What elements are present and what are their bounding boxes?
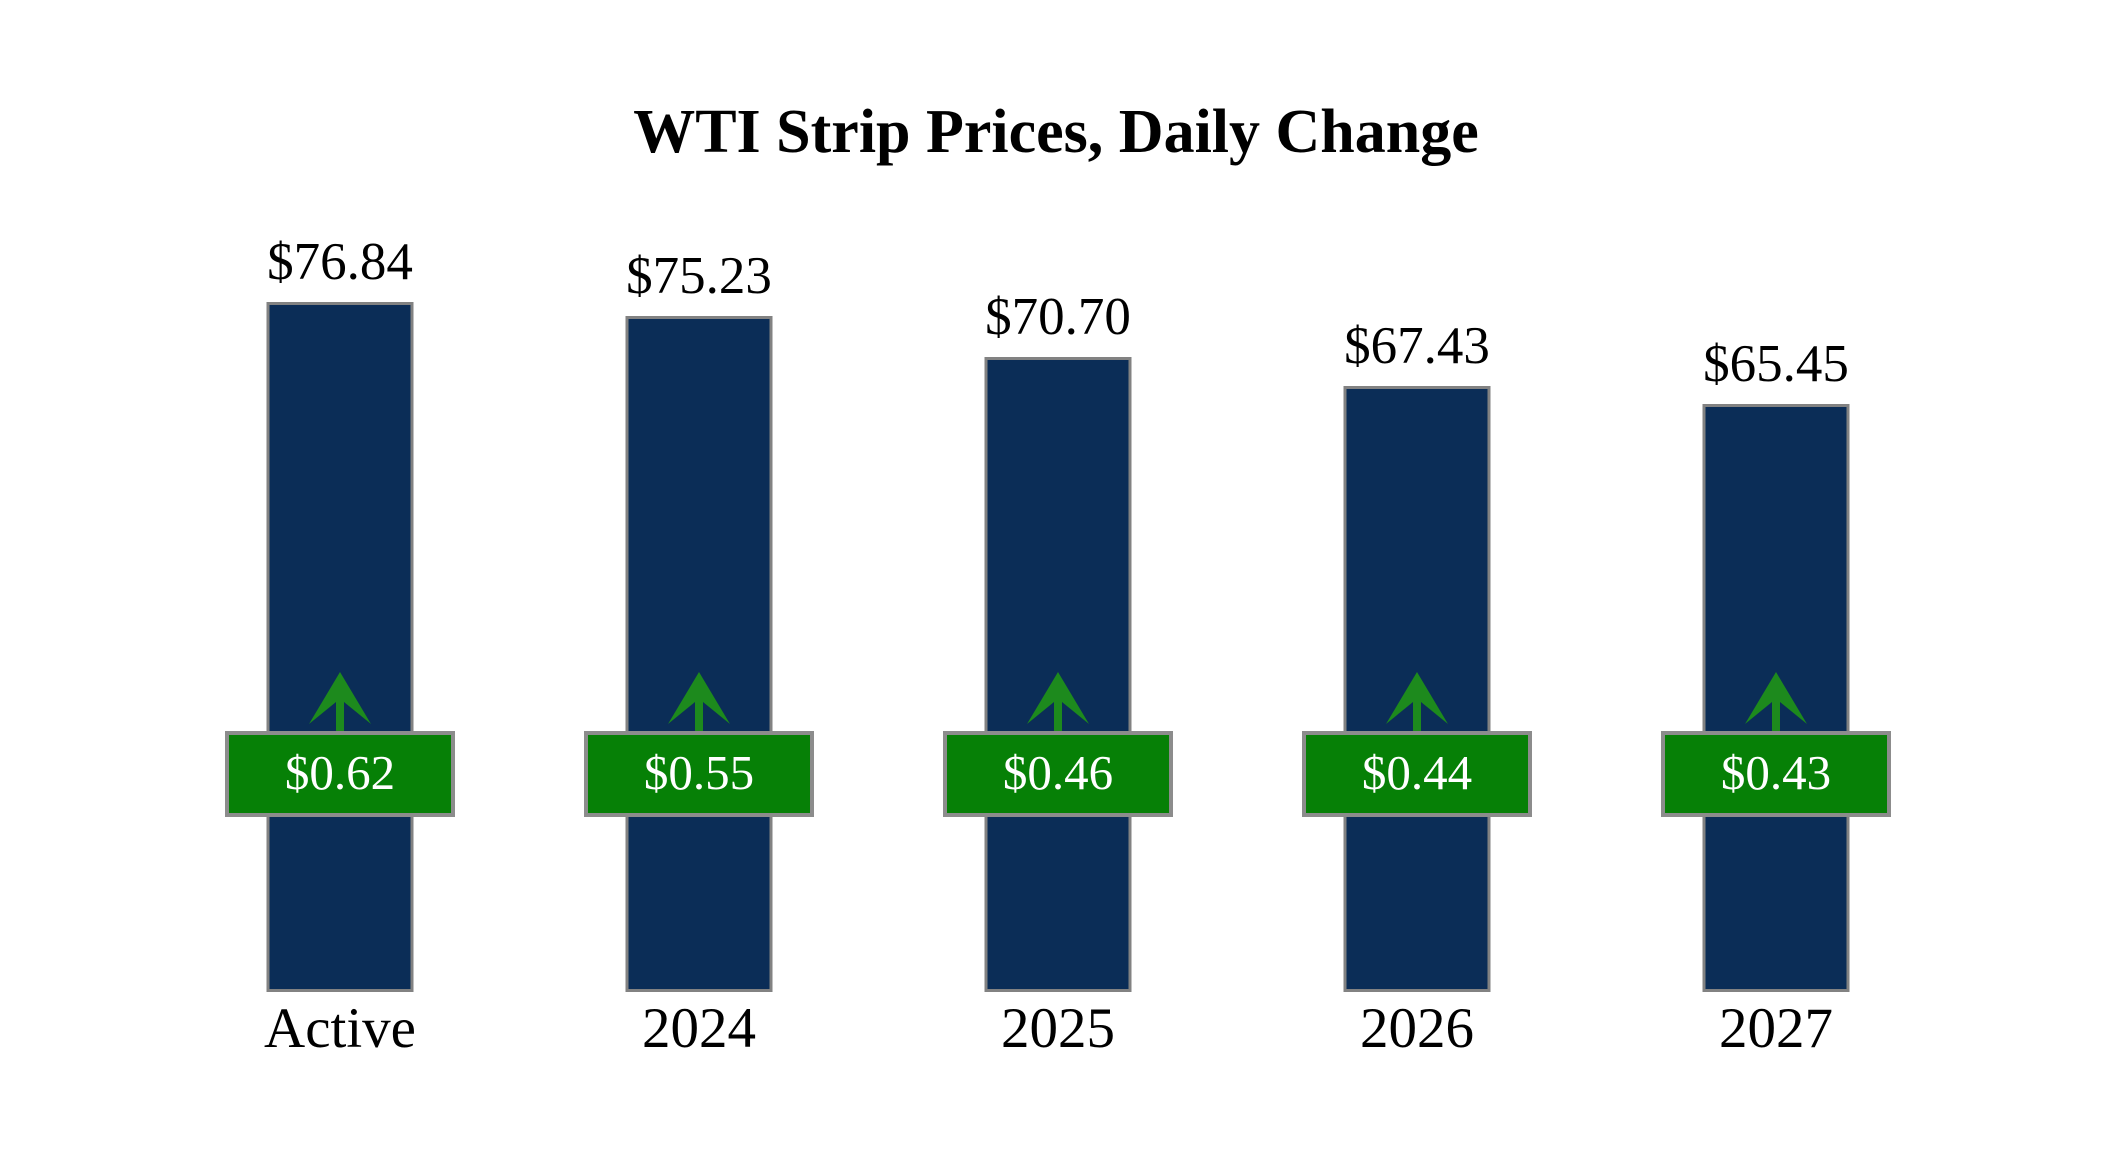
daily-change-badge: $0.62: [225, 731, 455, 817]
up-arrow-icon: [1027, 672, 1089, 732]
x-axis-label: Active: [264, 997, 416, 1060]
up-arrow-icon: [1745, 672, 1807, 732]
bar-value-label: $67.43: [1344, 317, 1490, 375]
bar-group-2025: $70.70 $0.46 2025: [878, 0, 1238, 1152]
change-badge-label: $0.55: [643, 744, 755, 800]
bar: [625, 316, 773, 992]
up-arrow-icon: [1386, 672, 1448, 732]
change-badge-label: $0.43: [1720, 744, 1832, 800]
change-badge-label: $0.62: [284, 744, 396, 800]
x-axis-label: 2025: [1001, 997, 1115, 1060]
bar-value-label: $75.23: [626, 247, 772, 305]
bar-value-label: $70.70: [985, 288, 1131, 346]
bar: [266, 302, 414, 992]
bar-value-label: $76.84: [267, 233, 413, 291]
x-axis-label: 2024: [642, 997, 756, 1060]
up-arrow-icon: [309, 672, 371, 732]
chart-title: WTI Strip Prices, Daily Change: [633, 98, 1479, 166]
bar-group-2027: $65.45 $0.43 2027: [1596, 0, 1956, 1152]
x-axis-label: 2026: [1360, 997, 1474, 1060]
daily-change-badge: $0.46: [943, 731, 1173, 817]
daily-change-badge: $0.43: [1661, 731, 1891, 817]
change-badge-label: $0.46: [1002, 744, 1114, 800]
bar-group-active: $76.84 $0.62 Active: [160, 0, 520, 1152]
x-axis-label: 2027: [1719, 997, 1833, 1060]
daily-change-badge: $0.55: [584, 731, 814, 817]
bar-group-2026: $67.43 $0.44 2026: [1237, 0, 1597, 1152]
bar-value-label: $65.45: [1703, 335, 1849, 393]
up-arrow-icon: [668, 672, 730, 732]
change-badge-label: $0.44: [1361, 744, 1473, 800]
daily-change-badge: $0.44: [1302, 731, 1532, 817]
bar-group-2024: $75.23 $0.55 2024: [519, 0, 879, 1152]
